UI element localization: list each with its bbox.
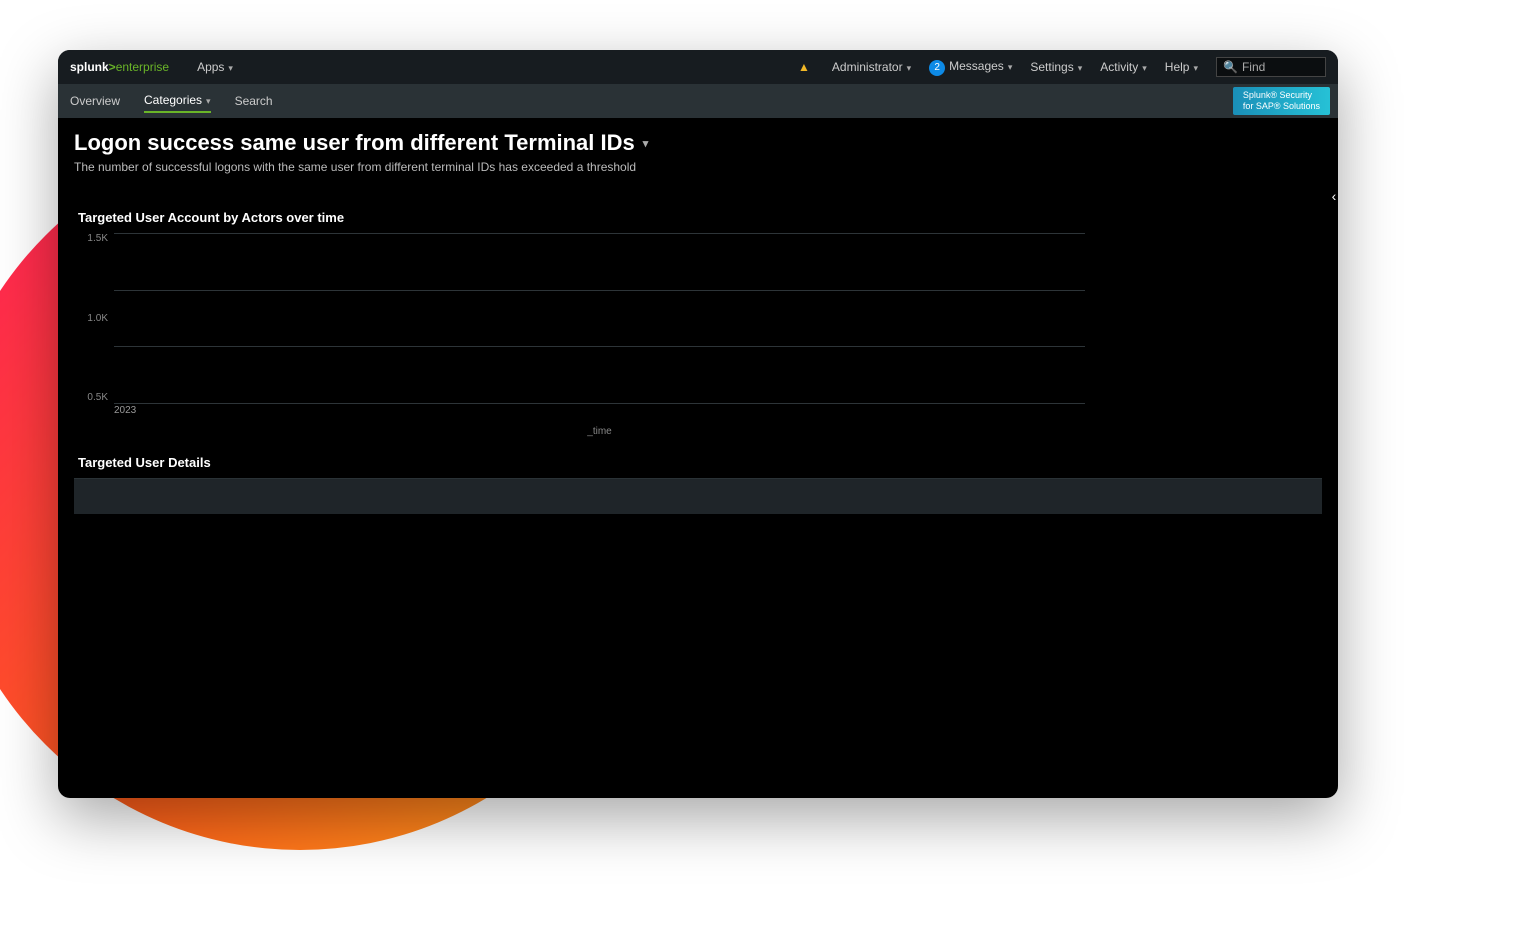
splunk-dashboard: ‹ splunk>enterprise Apps ▲ Administrator… — [58, 50, 1338, 798]
messages-menu[interactable]: 2 Messages — [929, 59, 1012, 76]
topbar: splunk>enterprise Apps ▲ Administrator 2… — [58, 50, 1338, 84]
find-input[interactable]: 🔍 Find — [1216, 57, 1326, 77]
table-header — [74, 478, 1322, 514]
settings-menu[interactable]: Settings — [1030, 60, 1082, 74]
title-dropdown-icon: ▾ — [643, 137, 649, 150]
collapse-chevron[interactable]: ‹ — [1318, 180, 1338, 212]
logo-gt: > — [109, 60, 116, 74]
chart-plot — [114, 233, 1085, 403]
nav-categories[interactable]: Categories — [144, 93, 211, 113]
messages-label: Messages — [949, 59, 1012, 73]
chart: 1.5K 1.0K 0.5K 2023 _time — [74, 233, 1322, 437]
logo-suffix: enterprise — [116, 60, 169, 74]
nav-search[interactable]: Search — [235, 94, 273, 108]
chart-title: Targeted User Account by Actors over tim… — [78, 210, 1322, 225]
find-placeholder: Find — [1242, 60, 1265, 74]
sap-solutions-badge[interactable]: Splunk® Security for SAP® Solutions — [1233, 87, 1330, 115]
page-title[interactable]: Logon success same user from different T… — [74, 130, 1322, 156]
apps-menu[interactable]: Apps — [197, 60, 233, 74]
table-title: Targeted User Details — [78, 455, 1322, 470]
administrator-menu[interactable]: Administrator — [832, 60, 911, 74]
sap-badge-line2: for SAP® Solutions — [1243, 101, 1320, 112]
sap-badge-line1: Splunk® Security — [1243, 90, 1320, 101]
messages-badge: 2 — [929, 60, 945, 76]
activity-menu[interactable]: Activity — [1100, 60, 1147, 74]
x-axis-title: _time — [114, 426, 1085, 437]
y-axis-labels: 1.5K 1.0K 0.5K — [82, 233, 114, 403]
page-subtitle: The number of successful logons with the… — [74, 160, 1322, 174]
subnav: Overview Categories Search Splunk® Secur… — [58, 84, 1338, 118]
logo-text: splunk — [70, 60, 109, 74]
warning-icon[interactable]: ▲ — [798, 60, 814, 74]
help-menu[interactable]: Help — [1165, 60, 1198, 74]
details-table — [74, 478, 1322, 514]
nav-overview[interactable]: Overview — [70, 94, 120, 108]
page-title-text: Logon success same user from different T… — [74, 130, 635, 156]
topbar-right: ▲ Administrator 2 Messages Settings Activ… — [798, 57, 1326, 77]
logo: splunk>enterprise — [70, 60, 169, 74]
x-axis-year: 2023 — [114, 405, 1085, 416]
content: Logon success same user from different T… — [58, 118, 1338, 514]
search-icon: 🔍 — [1223, 60, 1238, 74]
